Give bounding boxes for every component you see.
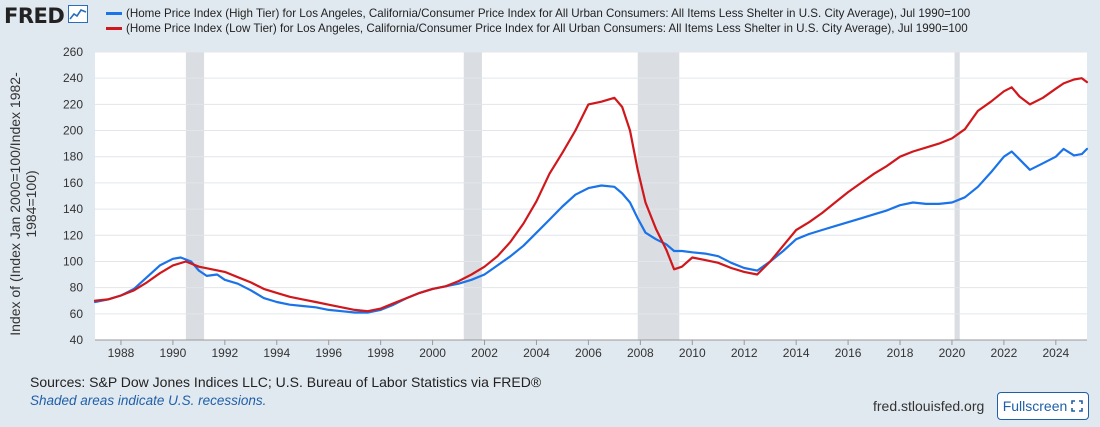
y-tick-label-60: 60 <box>70 307 84 321</box>
sources-text: Sources: S&P Dow Jones Indices LLC; U.S.… <box>30 374 542 390</box>
fullscreen-label: Fullscreen <box>1002 398 1068 414</box>
recession-band-0 <box>185 52 205 340</box>
series-line-high-tier <box>93 147 1089 314</box>
y-tick-label-120: 120 <box>63 228 83 242</box>
series-line-low-tier <box>93 77 1089 313</box>
y-tick-label-80: 80 <box>70 281 84 295</box>
x-tick-label-2000: 2000 <box>419 346 446 360</box>
y-tick-label-40: 40 <box>70 333 84 347</box>
legend-label-high-tier: (Home Price Index (High Tier) for Los An… <box>126 7 971 20</box>
x-tick-label-2004: 2004 <box>523 346 550 360</box>
plot-area <box>95 52 1087 340</box>
y-tick-label-220: 220 <box>63 97 83 111</box>
legend-entry-high-tier[interactable]: (Home Price Index (High Tier) for Los An… <box>106 6 970 21</box>
y-tick-label-160: 160 <box>63 176 83 190</box>
x-tick-label-2024: 2024 <box>1042 346 1069 360</box>
x-tick-label-2022: 2022 <box>991 346 1018 360</box>
x-tick-label-2018: 2018 <box>887 346 914 360</box>
x-tick-label-1994: 1994 <box>263 346 290 360</box>
fred-logo[interactable]: FRED <box>4 4 89 28</box>
x-tick-label-2016: 2016 <box>835 346 862 360</box>
y-tick-label-100: 100 <box>63 254 83 268</box>
y-tick-label-140: 140 <box>63 202 83 216</box>
x-tick-label-1998: 1998 <box>367 346 394 360</box>
x-tick-label-2012: 2012 <box>731 346 758 360</box>
x-tick-label-2010: 2010 <box>679 346 706 360</box>
x-tick-label-1988: 1988 <box>108 346 135 360</box>
y-tick-label-200: 200 <box>63 124 83 138</box>
x-tick-label-2014: 2014 <box>783 346 810 360</box>
x-tick-label-2006: 2006 <box>575 346 602 360</box>
expand-icon <box>1071 400 1084 412</box>
x-tick-label-2002: 2002 <box>471 346 498 360</box>
recession-band-3 <box>954 52 960 340</box>
legend-entry-low-tier[interactable]: (Home Price Index (Low Tier) for Los Ang… <box>106 21 970 36</box>
brand-name: FRED <box>4 4 65 28</box>
y-tick-label-240: 240 <box>63 71 83 85</box>
recession-note: Shaded areas indicate U.S. recessions. <box>30 393 267 408</box>
x-tick-label-1996: 1996 <box>315 346 342 360</box>
y-tick-label-180: 180 <box>63 150 83 164</box>
site-link[interactable]: fred.stlouisfed.org <box>873 398 985 414</box>
x-tick-label-2008: 2008 <box>627 346 654 360</box>
fullscreen-button[interactable]: Fullscreen <box>997 392 1089 420</box>
x-tick-label-1992: 1992 <box>211 346 238 360</box>
chart-legend: (Home Price Index (High Tier) for Los An… <box>106 6 970 36</box>
recession-band-1 <box>463 52 482 340</box>
x-tick-label-2020: 2020 <box>939 346 966 360</box>
legend-swatch-low-tier <box>106 27 122 30</box>
line-chart-icon <box>68 4 89 28</box>
legend-swatch-high-tier <box>106 12 122 15</box>
y-tick-label-260: 260 <box>63 45 83 59</box>
legend-label-low-tier: (Home Price Index (Low Tier) for Los Ang… <box>126 22 968 35</box>
x-tick-label-1990: 1990 <box>160 346 187 360</box>
